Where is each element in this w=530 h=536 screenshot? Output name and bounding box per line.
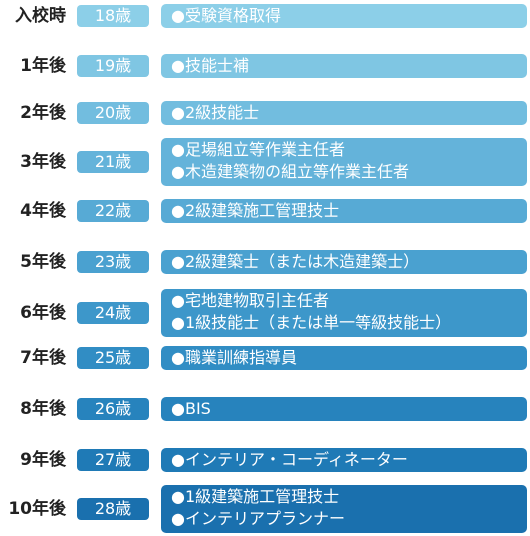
period-label: 6年後 xyxy=(20,303,66,323)
timeline-row-0: 入校時 18歳 ●受験資格取得 xyxy=(0,4,530,28)
timeline-row-3: 3年後 21歳 ●足場組立等作業主任者 ●木造建築物の組立等作業主任者 xyxy=(0,138,530,186)
period-label: 入校時 xyxy=(15,6,66,26)
qualification-item: ●受験資格取得 xyxy=(171,6,281,25)
timeline-row-1: 1年後 19歳 ●技能士補 xyxy=(0,54,530,78)
qualification-bar: ●1級建築施工管理技士 ●インテリアプランナー xyxy=(161,485,527,533)
period-label: 7年後 xyxy=(20,348,66,368)
period-label: 8年後 xyxy=(20,399,66,419)
qualification-bar: ●技能士補 xyxy=(161,54,527,78)
qualification-item: ●足場組立等作業主任者 xyxy=(171,140,345,159)
timeline-row-2: 2年後 20歳 ●2級技能士 xyxy=(0,101,530,125)
timeline-row-5: 5年後 23歳 ●2級建築士（または木造建築士） xyxy=(0,250,530,274)
period-label: 5年後 xyxy=(20,252,66,272)
period-label: 2年後 xyxy=(20,103,66,123)
qualification-bar: ●受験資格取得 xyxy=(161,4,527,28)
qualification-item: ●2級建築施工管理技士 xyxy=(171,201,340,220)
age-badge: 28歳 xyxy=(77,498,149,520)
qualification-item: ●インテリア・コーディネーター xyxy=(171,450,408,469)
age-badge: 26歳 xyxy=(77,398,149,420)
qualification-item: ●2級建築士（または木造建築士） xyxy=(171,252,420,271)
age-badge: 27歳 xyxy=(77,449,149,471)
qualification-bar: ●BIS xyxy=(161,397,527,421)
qualification-item: ●職業訓練指導員 xyxy=(171,348,297,367)
age-badge: 25歳 xyxy=(77,347,149,369)
qualification-bar: ●足場組立等作業主任者 ●木造建築物の組立等作業主任者 xyxy=(161,138,527,186)
timeline-row-6: 6年後 24歳 ●宅地建物取引主任者 ●1級技能士（または単一等級技能士） xyxy=(0,289,530,337)
qualification-item: ●BIS xyxy=(171,399,211,418)
age-badge: 22歳 xyxy=(77,200,149,222)
qualification-bar: ●2級建築士（または木造建築士） xyxy=(161,250,527,274)
qualification-bar: ●インテリア・コーディネーター xyxy=(161,448,527,472)
qualification-bar: ●2級技能士 xyxy=(161,101,527,125)
qualification-item: ●1級建築施工管理技士 xyxy=(171,487,340,506)
period-label: 9年後 xyxy=(20,450,66,470)
timeline-row-8: 8年後 26歳 ●BIS xyxy=(0,397,530,421)
timeline-row-4: 4年後 22歳 ●2級建築施工管理技士 xyxy=(0,199,530,223)
period-label: 3年後 xyxy=(20,152,66,172)
period-label: 10年後 xyxy=(8,499,66,519)
age-badge: 19歳 xyxy=(77,55,149,77)
qualification-item: ●技能士補 xyxy=(171,56,249,75)
period-label: 4年後 xyxy=(20,201,66,221)
age-badge: 23歳 xyxy=(77,251,149,273)
period-label: 1年後 xyxy=(20,56,66,76)
qualification-item: ●2級技能士 xyxy=(171,103,260,122)
qualification-bar: ●2級建築施工管理技士 xyxy=(161,199,527,223)
age-badge: 21歳 xyxy=(77,151,149,173)
timeline-row-10: 10年後 28歳 ●1級建築施工管理技士 ●インテリアプランナー xyxy=(0,485,530,533)
qualification-bar: ●職業訓練指導員 xyxy=(161,346,527,370)
qualification-item: ●宅地建物取引主任者 xyxy=(171,291,329,310)
qualification-item: ●1級技能士（または単一等級技能士） xyxy=(171,313,452,332)
age-badge: 20歳 xyxy=(77,102,149,124)
qualification-bar: ●宅地建物取引主任者 ●1級技能士（または単一等級技能士） xyxy=(161,289,527,337)
qualification-item: ●木造建築物の組立等作業主任者 xyxy=(171,162,409,181)
timeline-row-9: 9年後 27歳 ●インテリア・コーディネーター xyxy=(0,448,530,472)
qualification-item: ●インテリアプランナー xyxy=(171,509,345,528)
age-badge: 18歳 xyxy=(77,5,149,27)
age-badge: 24歳 xyxy=(77,302,149,324)
timeline-row-7: 7年後 25歳 ●職業訓練指導員 xyxy=(0,346,530,370)
